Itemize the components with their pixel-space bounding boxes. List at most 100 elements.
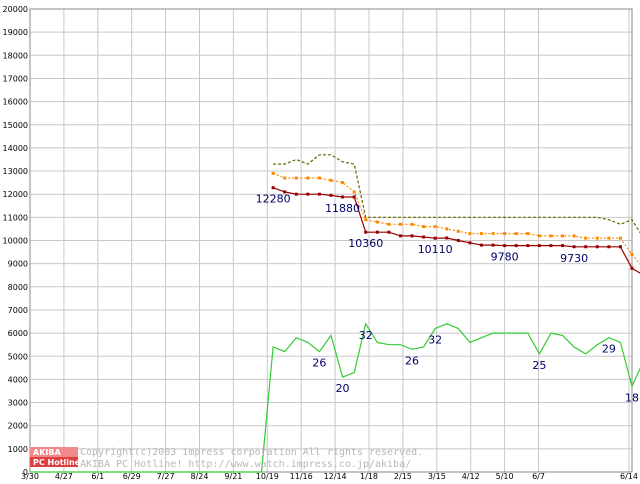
series-line-3: [30, 322, 640, 473]
y-tick-label: 2000: [8, 422, 28, 431]
data-labels: 1228011880103601011097809730817078802620…: [256, 193, 639, 405]
x-tick-label: 5/10: [496, 472, 514, 480]
x-tick-label: 6/1: [91, 472, 104, 480]
y-tick-label: 15000: [3, 121, 28, 130]
data-label: 18: [625, 391, 639, 404]
series-2-point: [480, 243, 483, 247]
y-tick-label: 18000: [3, 51, 28, 60]
y-tick-label: 19000: [3, 28, 28, 37]
series-1-point: [480, 232, 483, 236]
series-1-point: [537, 234, 541, 238]
series-2-point: [433, 236, 437, 240]
logo-text-akiba: AKIBA: [33, 448, 61, 457]
data-label: 25: [532, 359, 546, 372]
x-tick-label: 4/27: [55, 472, 73, 480]
series-1-point: [549, 234, 553, 238]
y-tick-label: 4000: [8, 375, 28, 384]
x-tick-label: 2/15: [394, 472, 412, 480]
site-url-text: AKIBA PC Hotline! http://www.watch.impre…: [80, 459, 411, 470]
series-2-point: [526, 244, 530, 248]
x-tick-label: 12/14: [324, 472, 347, 480]
x-tick-label: 10/19: [256, 472, 279, 480]
series-1-point: [433, 225, 437, 229]
series-1-point: [341, 181, 345, 185]
series-1-point: [352, 190, 356, 194]
data-label: 32: [428, 333, 442, 346]
y-tick-label: 12000: [3, 190, 28, 199]
data-label: 26: [312, 357, 326, 370]
data-label: 11880: [325, 202, 360, 215]
series-1-point: [572, 234, 576, 238]
y-tick-label: 0: [23, 468, 28, 477]
series-2-point: [341, 195, 345, 199]
series-2-point: [584, 245, 588, 249]
series-1-point: [271, 171, 275, 175]
series-2-point: [422, 235, 426, 239]
data-label: 9730: [560, 252, 588, 265]
y-axis-ticks: 0 1000 2000 3000 4000 5000 6000 7000 8000 9000 100…: [3, 5, 28, 477]
data-label: 26: [405, 354, 419, 367]
series-2-point: [410, 234, 414, 238]
series-2-point: [364, 230, 368, 234]
x-tick-label: 3/30: [21, 472, 39, 480]
series-2-point: [283, 190, 287, 194]
series-2-point: [607, 245, 611, 249]
plot-frame: [29, 8, 633, 473]
series-1-point: [526, 232, 530, 236]
data-label: 20: [336, 382, 350, 395]
x-tick-label: 1/18: [360, 472, 378, 480]
series-2-point: [271, 186, 275, 190]
y-tick-label: 11000: [3, 213, 28, 222]
y-tick-label: 7000: [8, 306, 28, 315]
data-label: 29: [602, 343, 616, 356]
watermark: AKIBA PC Hotline! Copyright(c)2003 impre…: [30, 447, 423, 470]
series-1-point: [306, 176, 310, 180]
series-2-point: [503, 244, 507, 248]
y-tick-label: 13000: [3, 167, 28, 176]
series-2-point: [618, 245, 622, 249]
y-tick-label: 5000: [8, 352, 28, 361]
series-markers: [271, 171, 634, 270]
y-tick-label: 9000: [8, 260, 28, 269]
series-1-point: [503, 232, 507, 236]
series-2-point: [514, 244, 518, 248]
series-1-point: [456, 229, 460, 233]
series-2-point: [329, 193, 333, 197]
series-1-point: [375, 220, 379, 224]
series-2-point: [561, 244, 565, 248]
series-2-point: [445, 236, 449, 240]
x-tick-label: 7/27: [157, 472, 175, 480]
series-2-point: [294, 192, 298, 196]
x-tick-label: 9/21: [224, 472, 242, 480]
series-2-point: [491, 243, 495, 247]
series-1-point: [317, 176, 321, 180]
series-1-point: [584, 236, 588, 240]
y-tick-label: 1000: [8, 445, 28, 454]
y-tick-label: 17000: [3, 74, 28, 83]
y-tick-label: 10000: [3, 237, 28, 246]
series-2-point: [306, 192, 310, 196]
series-1-point: [294, 176, 298, 180]
series-1-point: [387, 222, 391, 226]
series-1-point: [607, 236, 611, 240]
series-2-point: [537, 244, 541, 248]
data-label: 9780: [491, 251, 519, 264]
y-tick-label: 8000: [8, 283, 28, 292]
series-1-point: [514, 232, 518, 236]
series-2-point: [387, 230, 391, 234]
series-2-point: [549, 244, 553, 248]
series-line-0: [273, 154, 640, 234]
data-label: 12280: [256, 193, 291, 206]
x-tick-label: 3/15: [428, 472, 446, 480]
series-2-point: [630, 266, 634, 270]
logo-text-hotline: PC Hotline!: [33, 458, 84, 467]
x-tick-label: 6/14: [620, 472, 638, 480]
series-2-point: [398, 234, 402, 238]
series-2-point: [595, 245, 599, 249]
logo-box-bottom: [30, 457, 78, 467]
series-1-point: [445, 227, 449, 231]
series-1-point: [491, 232, 495, 236]
x-tick-label: 6/7: [532, 472, 545, 480]
